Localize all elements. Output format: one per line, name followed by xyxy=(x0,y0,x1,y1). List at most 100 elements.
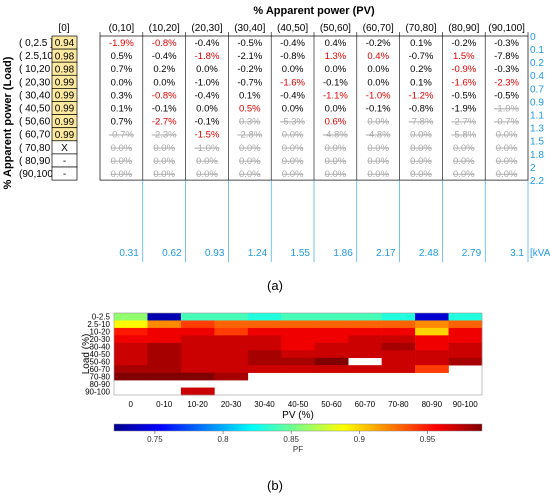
heatmap-y-tick-label: 30-40 xyxy=(90,343,111,352)
column-header: (90,100] xyxy=(488,23,525,34)
heatmap-x-tick-label: 20-30 xyxy=(221,400,242,409)
heatmap-cell xyxy=(314,342,349,351)
table-cell: 0.1% xyxy=(239,90,261,101)
right-axis-label: 1.1 xyxy=(530,111,544,122)
table-cell: -0.9% xyxy=(451,64,476,75)
heatmap-cell xyxy=(381,335,416,344)
table-cell: 0.0% xyxy=(453,169,475,180)
table-cell: 0.0% xyxy=(496,130,518,141)
table-cell: 0.0% xyxy=(196,64,218,75)
table-cell: -1.2% xyxy=(409,90,434,101)
table-cell: -2.3% xyxy=(494,77,519,88)
table-cell: -0.3% xyxy=(494,38,519,49)
heatmap-cell xyxy=(281,342,316,351)
heatmap-cell xyxy=(214,327,249,336)
heatmap-cell xyxy=(348,327,382,336)
heatmap-y-tick-label: 70-80 xyxy=(90,372,111,381)
heatmap-cell xyxy=(381,357,416,366)
heatmap-cell xyxy=(214,320,249,329)
heatmap-cell xyxy=(114,320,148,329)
heatmap-y-tick-label: 90-100 xyxy=(85,387,110,396)
heatmap-cell xyxy=(415,357,449,366)
heatmap-cell xyxy=(348,365,382,373)
colorbar xyxy=(113,423,483,432)
table-cell: 0.0% xyxy=(111,77,133,88)
table-cell: 0.0% xyxy=(153,156,175,167)
zero-pv-cell-value: 0.99 xyxy=(55,117,75,128)
column-header: (70,80] xyxy=(405,23,436,34)
heatmap-cell xyxy=(415,313,449,321)
panel-a-table: % Apparent power (PV) % Apparent power (… xyxy=(2,5,550,293)
table-cell: -2.8% xyxy=(237,130,262,141)
pv-apparent-power-title: % Apparent power (PV) xyxy=(253,5,375,17)
table-cell: 0.0% xyxy=(239,143,261,154)
row-header: ( 50,60 ] xyxy=(19,117,56,128)
table-cell: 0.0% xyxy=(325,169,347,180)
heatmap-cell xyxy=(381,365,416,373)
panel-b-heatmap: 0-2.52.5-1010-2020-3030-4040-5050-6060-7… xyxy=(81,312,483,493)
table-cell: -0.4% xyxy=(152,51,177,62)
heatmap-cell xyxy=(147,357,182,366)
table-cell: -0.2% xyxy=(237,64,262,75)
table-cell: -0.1% xyxy=(323,77,348,88)
heatmap-y-tick-label: 40-50 xyxy=(90,350,111,359)
table-cell: 1.3% xyxy=(325,51,347,62)
heatmap-cell xyxy=(281,313,316,321)
row-header: ( 60,70 ] xyxy=(19,130,56,141)
zero-pv-cell-value: - xyxy=(63,156,66,167)
table-cell: -0.7% xyxy=(109,130,134,141)
heatmap-cell xyxy=(147,327,182,336)
row-header: ( 10,20 ] xyxy=(19,64,56,75)
heatmap-cell xyxy=(214,313,249,321)
zero-pv-cell-value: 0.98 xyxy=(55,51,75,62)
table-cell: -1.1% xyxy=(323,90,348,101)
right-axis-label: 1.8 xyxy=(530,150,544,161)
table-cell: -4.8% xyxy=(323,130,348,141)
heatmap-cell xyxy=(247,350,282,359)
table-cell: 0.0% xyxy=(367,143,389,154)
row-header: ( 2.5,10 ] xyxy=(19,51,59,62)
table-cell: 0.0% xyxy=(239,156,261,167)
heatmap-cell xyxy=(281,320,316,329)
heatmap-cell xyxy=(448,327,483,336)
table-cell: -0.2% xyxy=(366,38,391,49)
row-header: ( 40,50 ] xyxy=(19,103,56,114)
heatmap-cell xyxy=(147,350,182,359)
right-axis-label: 2 xyxy=(530,163,536,174)
heatmap-cell xyxy=(247,342,282,351)
table-cell: -0.5% xyxy=(237,38,262,49)
heatmap-cell xyxy=(281,365,316,373)
bottom-axis-label: 2.79 xyxy=(462,248,482,259)
table-cell: -0.5% xyxy=(494,90,519,101)
heatmap-cell xyxy=(114,350,148,359)
column-header: (60,70] xyxy=(363,23,394,34)
table-cell: 0.0% xyxy=(325,103,347,114)
table-cell: -1.9% xyxy=(451,103,476,114)
heatmap-x-tick-label: 30-40 xyxy=(254,400,275,409)
table-cell: -0.2% xyxy=(451,38,476,49)
zero-pv-cell-value: 0.99 xyxy=(55,130,75,141)
heatmap-cell xyxy=(415,350,449,359)
heatmap-cell xyxy=(180,327,215,336)
table-cell: 0.0% xyxy=(367,156,389,167)
table-cell: 0.0% xyxy=(410,143,432,154)
table-cell: 0.0% xyxy=(282,103,304,114)
bottom-axis-label: 1.55 xyxy=(291,248,311,259)
table-cell: 0.7% xyxy=(111,117,133,128)
zero-pv-cell-value: - xyxy=(63,169,66,180)
table-cell: -0.5% xyxy=(451,90,476,101)
right-axis-label: 0.9 xyxy=(530,97,544,108)
heatmap-y-tick-label: 0-2.5 xyxy=(92,313,111,322)
table-cell: 0.7% xyxy=(111,64,133,75)
heatmap-cell xyxy=(180,387,215,396)
heatmap-cell xyxy=(214,350,249,359)
heatmap-cell xyxy=(147,372,182,381)
zero-pv-cell-value: 0.98 xyxy=(55,64,75,75)
heatmap-cell xyxy=(114,335,148,344)
column-header: (80,90] xyxy=(448,23,479,34)
table-cell: 0.4% xyxy=(325,38,347,49)
heatmap-cell xyxy=(247,327,282,336)
table-cell: -1.5% xyxy=(195,130,220,141)
heatmap-cell xyxy=(348,313,382,321)
heatmap-cell xyxy=(314,357,349,366)
